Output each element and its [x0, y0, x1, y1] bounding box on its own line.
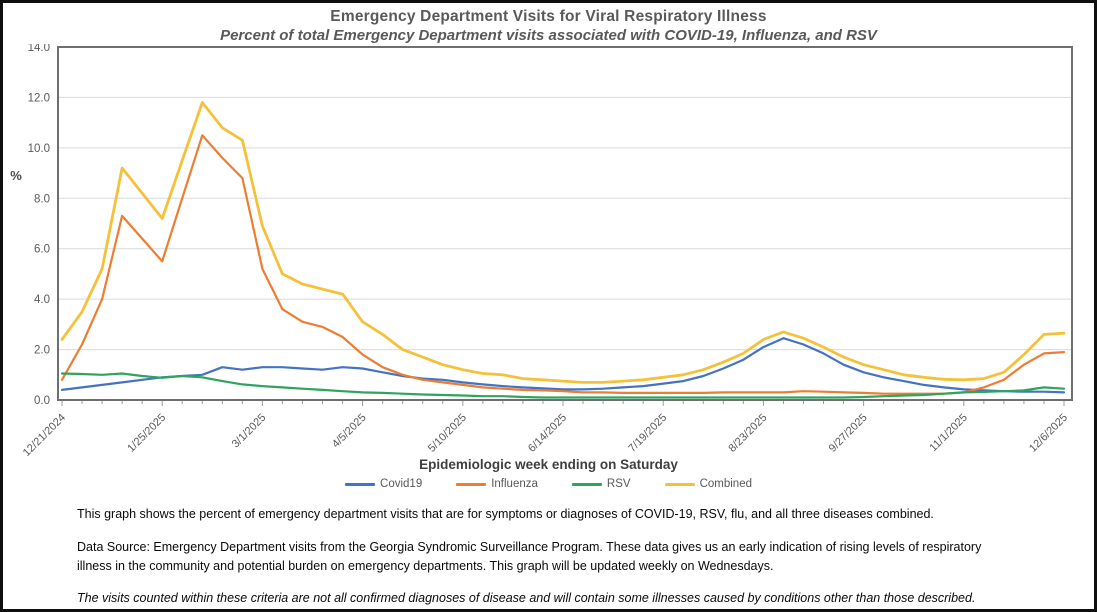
- chart-canvas: 0.0 2.0 4.0 6.0 8.0 10.0 12.0 14.0% 12/21/2024 1/…: [10, 42, 1073, 459]
- x-tick-label: 7/19/2025: [626, 412, 669, 455]
- legend-swatch-rsv: [571, 482, 602, 486]
- y-tick-label: 10.0: [28, 143, 50, 155]
- series-line-combined: [60, 101, 1066, 384]
- footer-note-disclaimer: The visits counted within these criteria…: [77, 591, 976, 606]
- y-tick-label: 14.0: [28, 44, 50, 54]
- x-tick-label: 4/5/2025: [330, 412, 369, 451]
- y-tick-label: 4.0: [34, 294, 50, 306]
- legend-label-influenza: Influenza: [491, 478, 538, 490]
- y-tick-label: 0.0: [34, 395, 50, 407]
- x-tick-label: 9/27/2025: [827, 412, 870, 455]
- legend: Covid19 Influenza RSV Combined: [3, 476, 1094, 492]
- legend-item-covid19: Covid19: [345, 478, 422, 490]
- legend-swatch-covid19: [345, 482, 376, 486]
- chart-subtitle: Percent of total Emergency Department vi…: [220, 27, 877, 44]
- x-tick-label: 3/1/2025: [230, 412, 269, 451]
- legend-label-rsv: RSV: [606, 478, 631, 490]
- footer-notes: This graph shows the percent of emergenc…: [77, 505, 997, 608]
- series-line-covid19: [60, 337, 1066, 394]
- x-tick-label: 5/10/2025: [426, 412, 469, 455]
- legend-swatch-influenza: [456, 482, 487, 486]
- legend-item-combined: Combined: [664, 478, 752, 490]
- x-tick-label: 6/14/2025: [526, 412, 569, 455]
- y-axis-title: %: [10, 168, 22, 183]
- footer-note-description: This graph shows the percent of emergenc…: [77, 507, 934, 521]
- series-line-rsv: [60, 372, 1066, 399]
- y-tick-label: 6.0: [34, 244, 50, 256]
- legend-label-covid19: Covid19: [380, 478, 423, 490]
- legend-swatch-combined: [664, 482, 695, 486]
- legend-label-combined: Combined: [699, 478, 752, 490]
- footer-note-data-source: Data Source: Emergency Department visits…: [77, 539, 982, 573]
- x-tick-label: 11/1/2025: [927, 412, 970, 455]
- y-tick-label: 12.0: [28, 92, 50, 104]
- x-tick-label: 8/23/2025: [726, 412, 769, 455]
- x-tick-label: 1/25/2025: [125, 412, 168, 455]
- x-tick-label: 12/6/2025: [1027, 412, 1070, 455]
- plot-border: [57, 46, 1073, 401]
- legend-item-rsv: RSV: [571, 478, 631, 490]
- chart-title: Emergency Department Visits for Viral Re…: [330, 8, 767, 25]
- y-tick-label: 8.0: [34, 193, 50, 205]
- x-tick-label: 12/21/2024: [21, 412, 68, 456]
- y-tick-label: 2.0: [34, 345, 50, 357]
- series-line-influenza: [60, 134, 1066, 395]
- chart-area: 0.0 2.0 4.0 6.0 8.0 10.0 12.0 14.0% 12/21/2024 1/…: [3, 42, 1094, 461]
- x-axis-title: Epidemiologic week ending on Saturday: [419, 457, 678, 472]
- legend-item-influenza: Influenza: [456, 478, 538, 490]
